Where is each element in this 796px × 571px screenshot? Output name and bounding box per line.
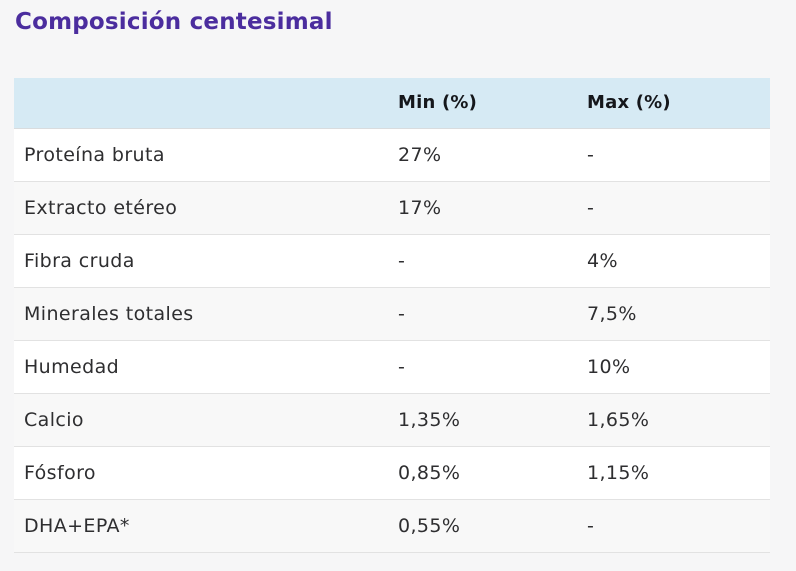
- table-row: Proteína bruta 27% -: [14, 128, 770, 182]
- row-max-value: -: [585, 128, 770, 182]
- section-title: Composición centesimal: [15, 9, 333, 35]
- row-max-value: -: [585, 181, 770, 235]
- row-label: Fósforo: [14, 446, 396, 500]
- row-label: Minerales totales: [14, 287, 396, 341]
- row-label: Calcio: [14, 393, 396, 447]
- composition-table: Min (%) Max (%) Proteína bruta 27% - Ext…: [14, 78, 770, 553]
- table-row: DHA+EPA* 0,55% -: [14, 499, 770, 553]
- row-min-value: 0,85%: [396, 446, 585, 500]
- column-header-min: Min (%): [396, 78, 585, 129]
- table-row: Fósforo 0,85% 1,15%: [14, 446, 770, 500]
- row-label: Proteína bruta: [14, 128, 396, 182]
- row-max-value: -: [585, 499, 770, 553]
- table-header-row: Min (%) Max (%): [14, 78, 770, 129]
- row-min-value: 17%: [396, 181, 585, 235]
- row-min-value: -: [396, 234, 585, 288]
- table-row: Minerales totales - 7,5%: [14, 287, 770, 341]
- row-min-value: 0,55%: [396, 499, 585, 553]
- table-row: Fibra cruda - 4%: [14, 234, 770, 288]
- column-header-empty: [14, 78, 396, 129]
- row-label: DHA+EPA*: [14, 499, 396, 553]
- row-max-value: 7,5%: [585, 287, 770, 341]
- row-max-value: 1,15%: [585, 446, 770, 500]
- table-row: Humedad - 10%: [14, 340, 770, 394]
- table-row: Calcio 1,35% 1,65%: [14, 393, 770, 447]
- row-max-value: 10%: [585, 340, 770, 394]
- column-header-max: Max (%): [585, 78, 770, 129]
- row-label: Extracto etéreo: [14, 181, 396, 235]
- row-min-value: 27%: [396, 128, 585, 182]
- row-max-value: 4%: [585, 234, 770, 288]
- table-body: Proteína bruta 27% - Extracto etéreo 17%…: [14, 128, 770, 553]
- row-label: Humedad: [14, 340, 396, 394]
- table-header: Min (%) Max (%): [14, 78, 770, 129]
- row-max-value: 1,65%: [585, 393, 770, 447]
- table-row: Extracto etéreo 17% -: [14, 181, 770, 235]
- row-min-value: -: [396, 340, 585, 394]
- row-label: Fibra cruda: [14, 234, 396, 288]
- row-min-value: 1,35%: [396, 393, 585, 447]
- row-min-value: -: [396, 287, 585, 341]
